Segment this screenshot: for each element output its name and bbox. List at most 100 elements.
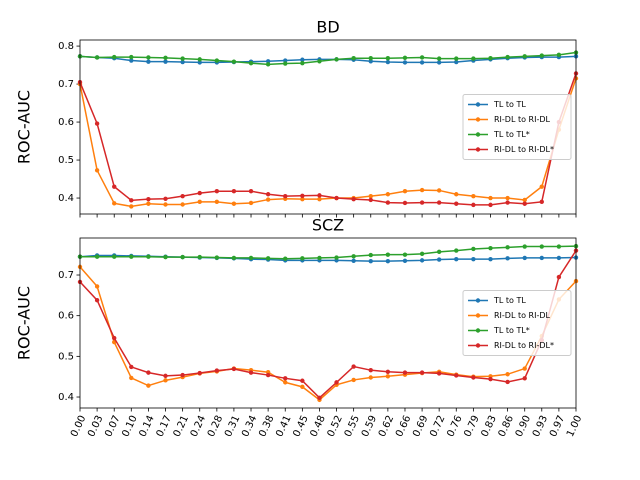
data-point [248, 255, 254, 261]
data-point [471, 56, 476, 61]
data-point [419, 200, 425, 205]
data-point [317, 193, 322, 198]
data-point [283, 256, 288, 261]
series-line [80, 245, 577, 260]
data-point [163, 55, 168, 61]
data-point [283, 193, 288, 199]
series-line [79, 266, 577, 401]
data-point [197, 199, 202, 205]
legend-marker [475, 102, 481, 107]
data-point [231, 59, 237, 64]
x-tick-label: 0.34 [240, 414, 259, 439]
data-point [505, 195, 510, 201]
data-point [385, 59, 391, 65]
data-point [556, 244, 562, 249]
data-point [197, 370, 202, 376]
data-point [94, 168, 100, 173]
data-point [368, 197, 373, 203]
data-point [129, 364, 134, 370]
x-tick-label: 1.00 [565, 414, 584, 439]
data-point [385, 192, 391, 197]
data-point [368, 193, 373, 199]
data-point [539, 184, 544, 189]
series-line [79, 250, 577, 399]
data-point [265, 256, 271, 261]
data-point [471, 202, 476, 208]
data-point [146, 254, 151, 259]
legend-label: RI-DL to RI-DL [494, 115, 551, 124]
legend-box [462, 290, 572, 356]
y-tick-label: 0.4 [58, 193, 74, 204]
data-point [300, 193, 305, 198]
data-point [454, 373, 459, 378]
series-line [79, 51, 577, 66]
data-point [522, 201, 527, 206]
data-point [300, 57, 305, 62]
x-tick-label: 0.69 [411, 414, 430, 439]
x-tick-label: 0.03 [86, 414, 105, 439]
data-point [488, 202, 493, 208]
data-point [522, 54, 527, 59]
data-point [146, 370, 151, 375]
data-point [265, 192, 271, 197]
data-point [471, 256, 476, 262]
chart-title: BD [316, 18, 339, 37]
legend: TL to TL RI-DL to RI-DL TL to TL* RI-DL to … [462, 94, 572, 160]
data-point [454, 201, 459, 206]
data-point [488, 245, 493, 251]
data-point [385, 200, 391, 205]
data-point [419, 251, 425, 257]
x-tick-label: 0.31 [223, 414, 242, 439]
data-point [317, 59, 322, 64]
data-point [385, 56, 391, 61]
x-tick-label: 0.00 [69, 414, 88, 439]
x-tick-label: 0.86 [497, 414, 516, 439]
y-tick-label: 0.6 [58, 311, 74, 322]
data-point [488, 56, 493, 61]
data-point [522, 366, 527, 371]
data-point [368, 375, 373, 380]
data-point [419, 60, 425, 65]
x-tick-label: 0.17 [155, 414, 174, 439]
data-point [402, 55, 408, 61]
data-point [283, 61, 288, 66]
data-point [317, 196, 322, 202]
data-point [539, 199, 544, 205]
data-point [94, 254, 100, 259]
data-point [454, 192, 459, 197]
data-point [402, 258, 408, 263]
data-point [505, 256, 510, 261]
data-point [556, 52, 562, 58]
data-point [300, 196, 305, 202]
data-point [248, 370, 254, 375]
data-point [180, 56, 185, 61]
data-point [94, 298, 100, 303]
data-point [539, 53, 544, 58]
data-point [488, 376, 493, 382]
y-tick-label: 0.5 [58, 155, 74, 166]
x-tick-label: 0.55 [343, 414, 362, 439]
data-point [283, 380, 288, 385]
data-point [334, 195, 339, 201]
data-point [402, 189, 408, 194]
x-tick-label: 0.48 [309, 414, 328, 439]
data-point [163, 378, 168, 383]
legend-label: RI-DL to RI-DL* [494, 145, 554, 154]
data-point [146, 201, 151, 206]
data-point [129, 375, 134, 381]
data-point [248, 60, 254, 66]
data-point [505, 200, 510, 205]
data-point [180, 193, 185, 199]
data-point [163, 373, 168, 379]
data-point [436, 249, 442, 255]
data-point [454, 59, 459, 65]
data-point [454, 56, 459, 61]
data-point [522, 197, 527, 203]
data-point [300, 384, 305, 390]
data-point [265, 59, 271, 64]
legend-marker [475, 298, 481, 303]
legend-label: TL to TL* [493, 326, 530, 335]
data-point [402, 60, 408, 65]
data-point [283, 58, 288, 63]
x-tick-label: 0.41 [274, 414, 293, 439]
